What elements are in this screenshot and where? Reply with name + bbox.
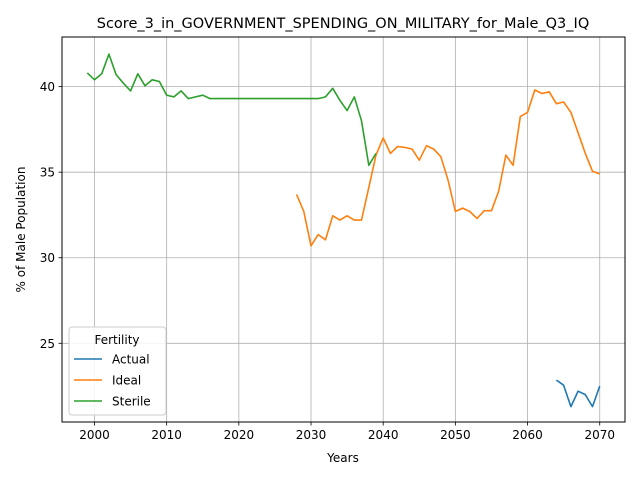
- y-tick-label: 35: [40, 166, 55, 180]
- y-tick-label: 25: [40, 337, 55, 351]
- x-axis-label: Years: [326, 451, 359, 465]
- x-axis: 2000 2010 2020 2030 2040 2050 2060 2070: [79, 422, 615, 442]
- y-axis-label: % of Male Population: [14, 167, 28, 293]
- legend: Fertility Actual Ideal Sterile: [68, 326, 167, 416]
- x-tick-label: 2050: [440, 428, 471, 442]
- chart-title: Score_3_in_GOVERNMENT_SPENDING_ON_MILITA…: [97, 16, 589, 32]
- y-axis: 25 30 35 40: [40, 80, 62, 351]
- x-tick-label: 2060: [512, 428, 543, 442]
- x-tick-label: 2040: [368, 428, 399, 442]
- legend-title: Fertility: [94, 333, 139, 347]
- x-tick-label: 2010: [151, 428, 182, 442]
- series-line-ideal: [295, 89, 600, 247]
- y-tick-label: 30: [40, 251, 55, 265]
- series-lines: [86, 53, 601, 408]
- y-tick-label: 40: [40, 80, 55, 94]
- grid-lines: [62, 37, 625, 422]
- x-tick-label: 2070: [584, 428, 615, 442]
- plot-frame: [61, 36, 626, 423]
- legend-label-actual: Actual: [112, 353, 150, 367]
- legend-label-sterile: Sterile: [112, 395, 151, 409]
- legend-label-ideal: Ideal: [112, 374, 141, 388]
- series-line-actual: [555, 379, 601, 408]
- legend-box: [68, 326, 167, 416]
- legend-items: Actual Ideal Sterile: [74, 353, 151, 409]
- x-tick-label: 2030: [296, 428, 327, 442]
- series-line-sterile: [86, 53, 377, 167]
- x-tick-label: 2000: [79, 428, 110, 442]
- x-tick-label: 2020: [224, 428, 255, 442]
